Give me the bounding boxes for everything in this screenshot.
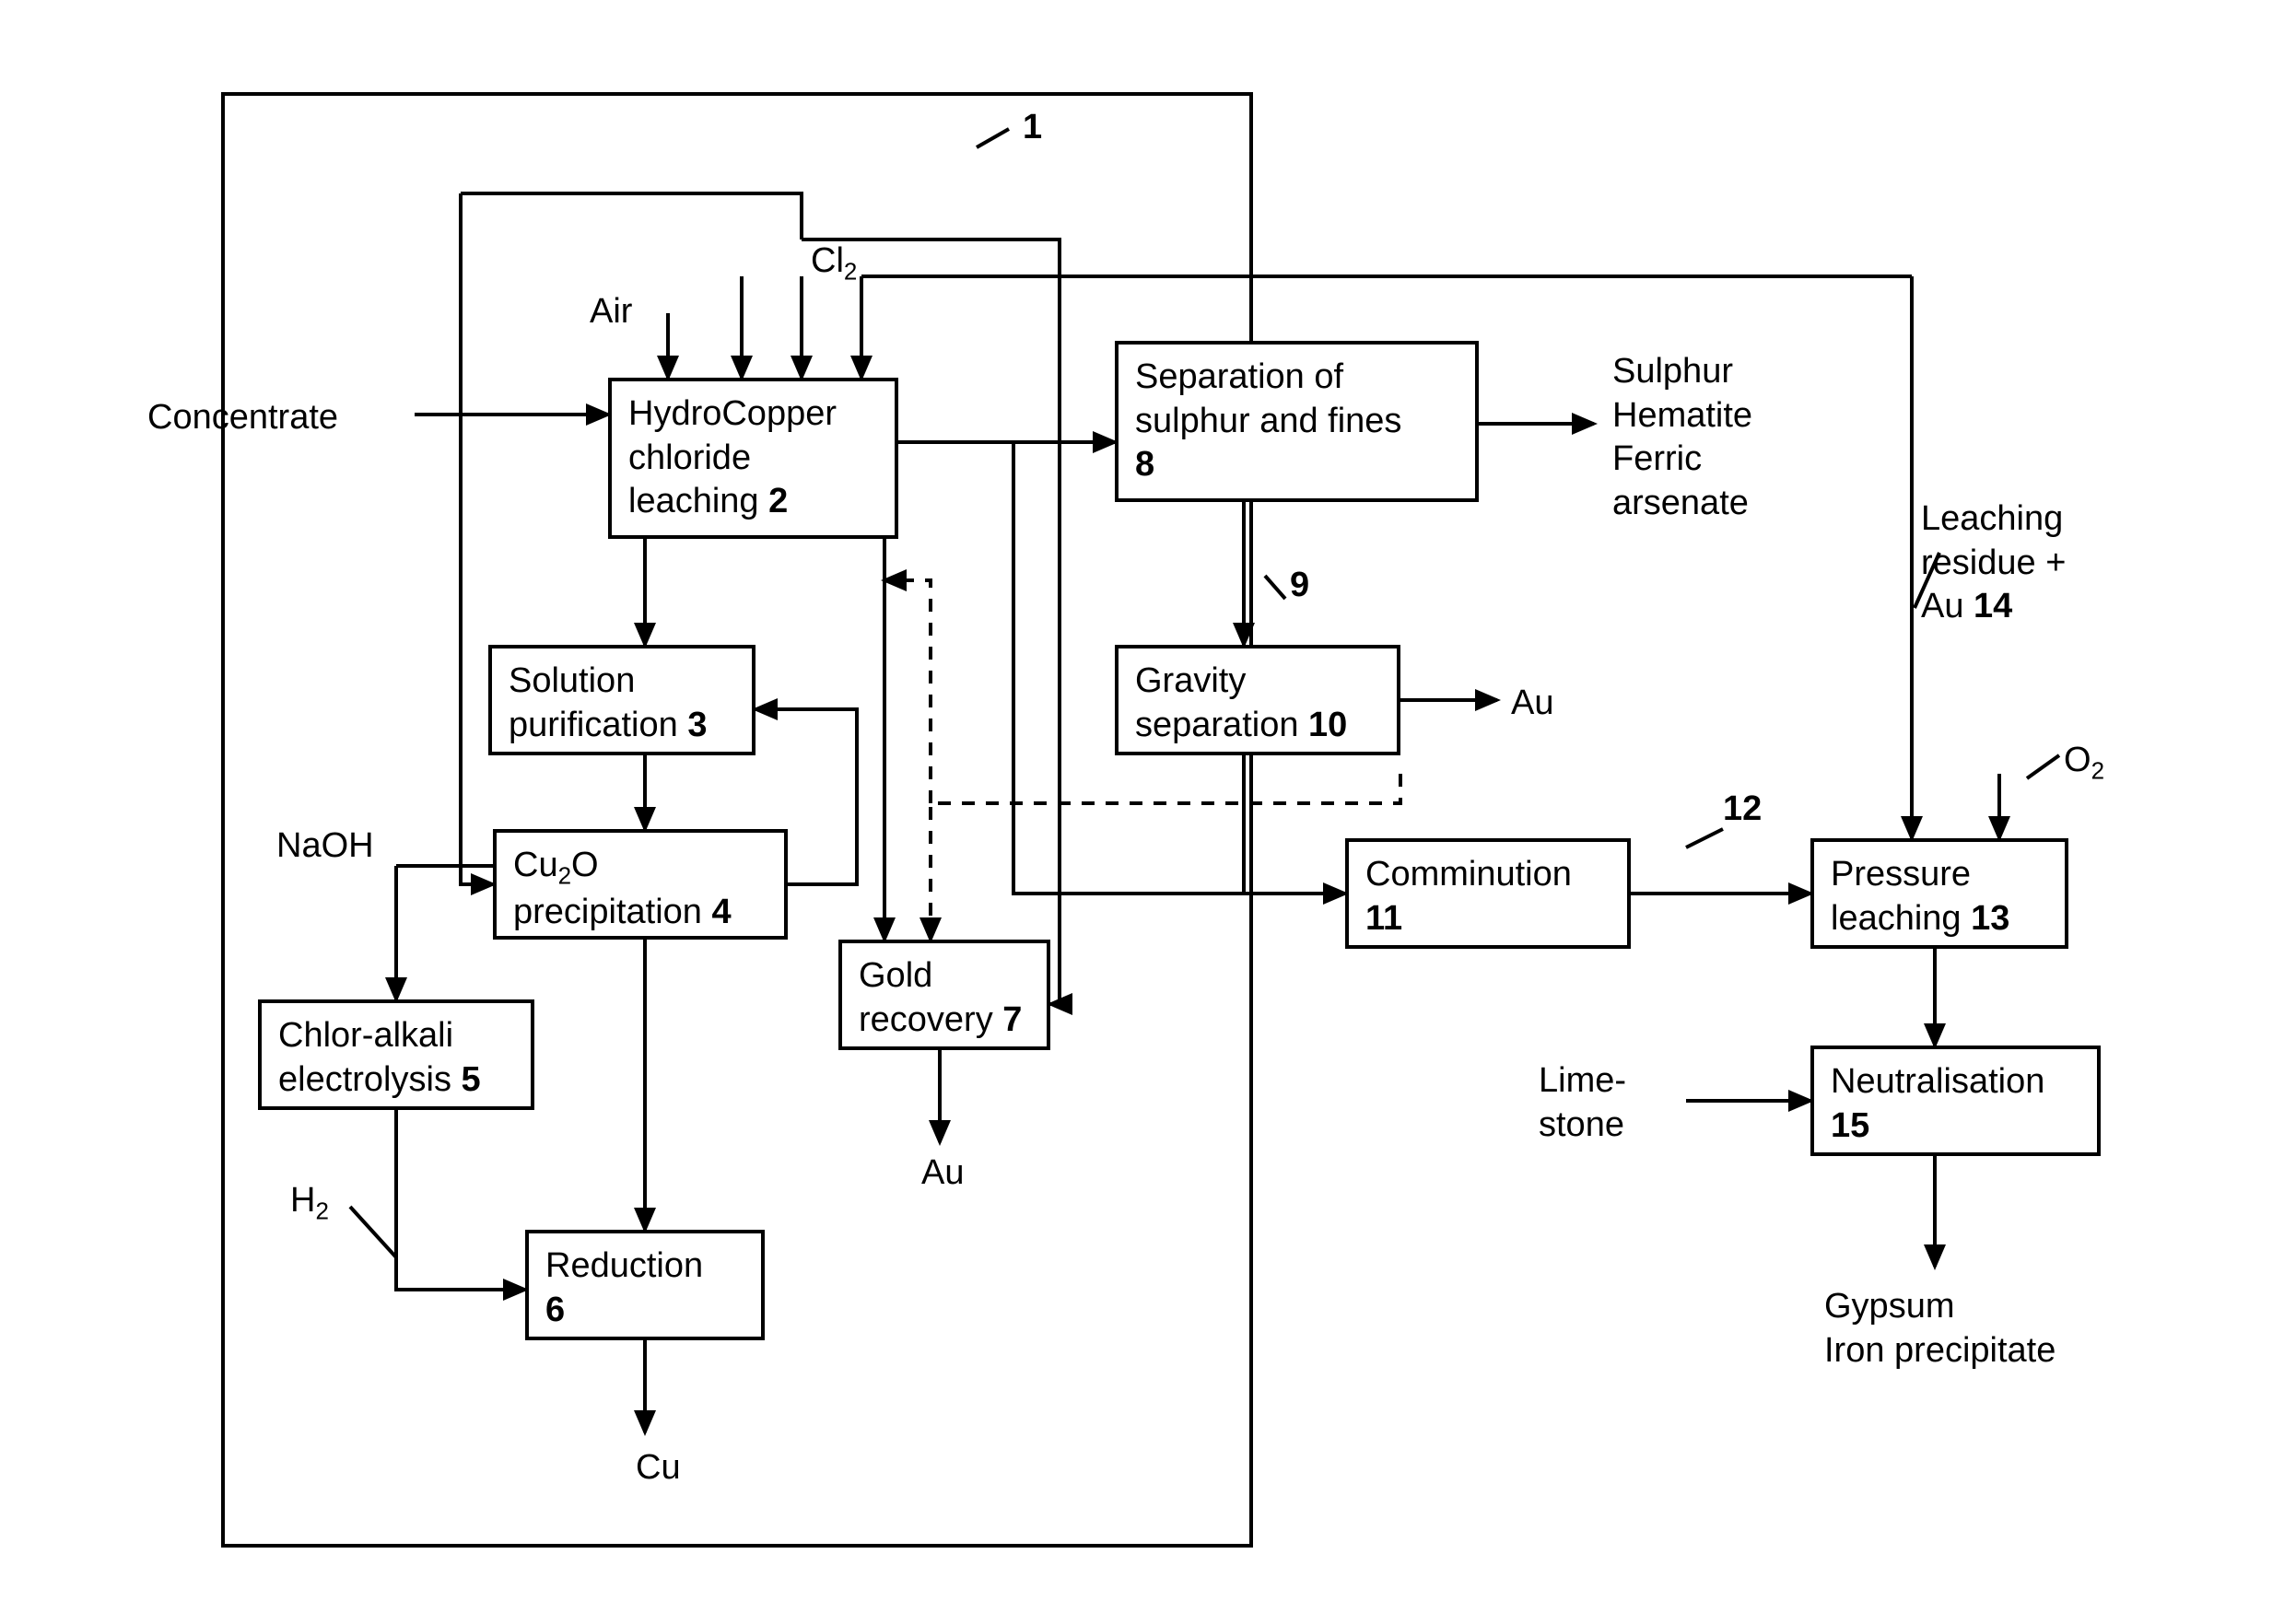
label-concentrate: Concentrate	[147, 396, 338, 440]
ref-12: 12	[1723, 788, 1762, 832]
label-cu-out: Cu	[636, 1446, 681, 1490]
label-au-7: Au	[921, 1151, 964, 1196]
flow-diagram: HydroCopper chloride leaching 2 Solution…	[0, 0, 2284, 1624]
label-leaching-residue-14: Leaching residue + Au 14	[1921, 497, 2142, 629]
node-label: Cu2O precipitation 4	[513, 844, 732, 935]
node-solution-purification-3: Solution purification 3	[488, 645, 755, 755]
node-label: Reduction 6	[545, 1244, 703, 1332]
node-label: Neutralisation 15	[1831, 1060, 2044, 1148]
label-sulphur-out: Sulphur Hematite Ferric arsenate	[1612, 350, 1833, 525]
node-chlor-alkali-5: Chlor-alkali electrolysis 5	[258, 999, 534, 1110]
node-label: Pressure leaching 13	[1831, 853, 2009, 941]
label-limestone: Lime- stone	[1539, 1059, 1626, 1147]
node-comminution-11: Comminution 11	[1345, 838, 1631, 949]
node-separation-8: Separation of sulphur and fines 8	[1115, 341, 1479, 502]
label-cl2: Cl2	[811, 240, 857, 286]
node-gold-recovery-7: Gold recovery 7	[838, 940, 1050, 1050]
label-air: Air	[590, 290, 632, 334]
node-reduction-6: Reduction 6	[525, 1230, 765, 1340]
node-label: Gold recovery 7	[859, 954, 1022, 1042]
ref-1: 1	[1023, 106, 1042, 150]
label-naoh: NaOH	[276, 824, 374, 869]
node-neutralisation-15: Neutralisation 15	[1810, 1046, 2101, 1156]
node-cu2o-precipitation-4: Cu2O precipitation 4	[493, 829, 788, 940]
node-label: HydroCopper chloride leaching 2	[628, 392, 837, 524]
node-hydrocopper-2: HydroCopper chloride leaching 2	[608, 378, 898, 539]
node-label: Solution purification 3	[509, 660, 707, 747]
node-label: Chlor-alkali electrolysis 5	[278, 1014, 481, 1102]
node-label: Separation of sulphur and fines 8	[1135, 356, 1401, 487]
label-h2: H2	[290, 1179, 329, 1226]
ref-9: 9	[1290, 564, 1309, 608]
node-label: Gravity separation 10	[1135, 660, 1347, 747]
label-o2: O2	[2064, 739, 2104, 786]
node-pressure-leaching-13: Pressure leaching 13	[1810, 838, 2068, 949]
label-au-10: Au	[1511, 682, 1553, 726]
node-label: Comminution 11	[1365, 853, 1572, 941]
label-gypsum-out: Gypsum Iron precipitate	[1824, 1285, 2174, 1373]
node-gravity-separation-10: Gravity separation 10	[1115, 645, 1400, 755]
